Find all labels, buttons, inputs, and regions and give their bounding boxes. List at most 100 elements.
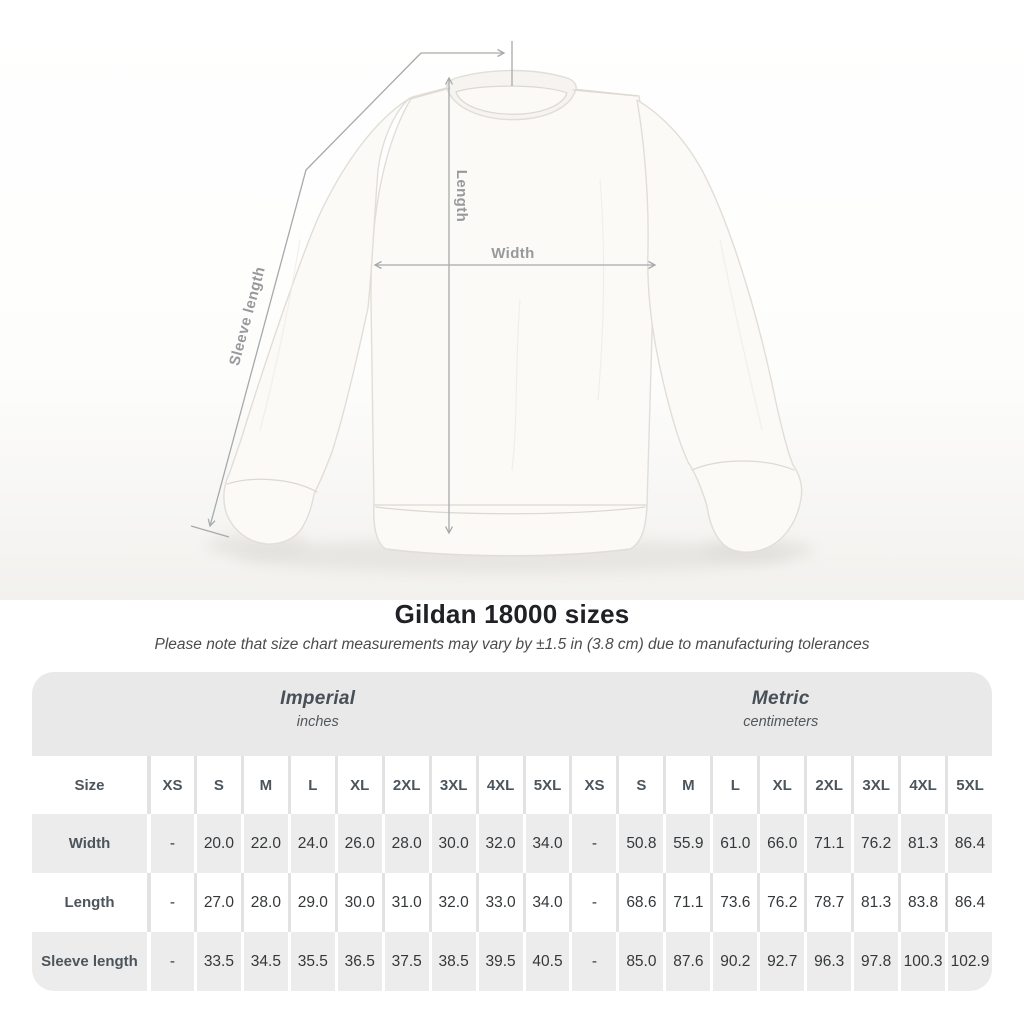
value-cell: 28.0 xyxy=(381,814,429,873)
value-cell: 30.0 xyxy=(428,814,476,873)
value-cell: 73.6 xyxy=(710,873,757,932)
value-cell: 35.5 xyxy=(287,932,335,991)
page-title: Gildan 18000 sizes xyxy=(394,599,630,629)
measurement-lines xyxy=(190,41,657,538)
value-cell: 24.0 xyxy=(287,814,335,873)
value-cell: 102.9 xyxy=(945,932,992,991)
value-cell: 90.2 xyxy=(710,932,757,991)
size-header-cell: 4XL xyxy=(898,756,945,814)
width-label: Width xyxy=(491,245,535,262)
sweatshirt-measurement-diagram: Length Width Sleeve length xyxy=(0,0,1024,600)
value-cell: 76.2 xyxy=(851,814,898,873)
size-header-cell: 5XL xyxy=(945,756,992,814)
value-cell: 37.5 xyxy=(381,932,429,991)
value-cell: - xyxy=(569,873,616,932)
tolerance-note: Please note that size chart measurements… xyxy=(154,636,870,653)
value-cell: 22.0 xyxy=(240,814,288,873)
size-grid: Size XS S M L XL 2XL 3XL 4XL 5XL XS S M L XL 2XL 3XL 4XL 5… xyxy=(32,756,992,991)
value-cell: 81.3 xyxy=(851,873,898,932)
row-label-cell: Length xyxy=(64,894,115,911)
value-cell: 87.6 xyxy=(663,932,710,991)
value-cell: 85.0 xyxy=(616,932,663,991)
value-cell: 40.5 xyxy=(522,932,570,991)
size-header-cell: S xyxy=(616,756,663,814)
value-cell: 28.0 xyxy=(240,873,288,932)
sweatshirt-illustration xyxy=(223,69,803,557)
value-cell: 61.0 xyxy=(710,814,757,873)
value-cell: 86.4 xyxy=(945,873,992,932)
size-header-row: Size XS S M L XL 2XL 3XL 4XL 5XL XS S M L XL 2XL 3XL 4XL 5… xyxy=(32,756,992,814)
right-sleeve xyxy=(636,99,803,553)
value-cell: - xyxy=(569,932,616,991)
sweatshirt-body xyxy=(370,78,654,557)
value-cell: 66.0 xyxy=(757,814,804,873)
value-cell: - xyxy=(147,873,194,932)
value-cell: 92.7 xyxy=(757,932,804,991)
value-cell: 26.0 xyxy=(334,814,382,873)
row-label-cell: Size xyxy=(74,776,105,794)
unit-band: Imperial inches Metric centimeters xyxy=(32,672,992,756)
imperial-group: Imperial inches xyxy=(32,672,570,756)
value-cell: 71.1 xyxy=(804,814,851,873)
value-cell: 81.3 xyxy=(898,814,945,873)
table-row: Width -20.0 22.0 24.0 26.0 28.0 30.0 32.0 34.0-5… xyxy=(32,814,992,873)
value-cell: 38.5 xyxy=(428,932,476,991)
size-header-cell: 2XL xyxy=(381,756,429,814)
size-header-cell: 4XL xyxy=(475,756,523,814)
size-header-cell: L xyxy=(710,756,757,814)
left-sleeve xyxy=(223,97,411,545)
size-header-cell: 2XL xyxy=(804,756,851,814)
size-header-cell: XL xyxy=(757,756,804,814)
value-cell: 97.8 xyxy=(851,932,898,991)
size-header-cell: XS xyxy=(147,756,194,814)
table-row: Length -27.0 28.0 29.0 30.0 31.0 32.0 33.0 34.0-… xyxy=(32,873,992,932)
value-cell: 50.8 xyxy=(616,814,663,873)
length-label: Length xyxy=(453,170,470,222)
value-cell: 39.5 xyxy=(475,932,523,991)
value-cell: 78.7 xyxy=(804,873,851,932)
size-header-cell: 3XL xyxy=(851,756,898,814)
value-cell: 29.0 xyxy=(287,873,335,932)
value-cell: 34.0 xyxy=(522,814,570,873)
sleeve-measure-line xyxy=(207,52,422,528)
value-cell: 96.3 xyxy=(804,932,851,991)
row-label-cell: Sleeve length xyxy=(41,953,138,970)
size-header-cell: L xyxy=(287,756,335,814)
imperial-group-label: Imperial xyxy=(280,688,356,709)
size-header-cell: M xyxy=(663,756,710,814)
size-header-cell: XL xyxy=(334,756,382,814)
size-header-cell: M xyxy=(240,756,288,814)
size-header-cell: XS xyxy=(569,756,616,814)
size-table: Imperial inches Metric centimeters Size X… xyxy=(32,672,992,991)
metric-group-sublabel: centimeters xyxy=(743,714,819,730)
value-cell: - xyxy=(569,814,616,873)
value-cell: 36.5 xyxy=(334,932,382,991)
value-cell: 100.3 xyxy=(898,932,945,991)
table-row: Sleeve length -33.5 34.5 35.5 36.5 37.5 38.5 39… xyxy=(32,932,992,991)
value-cell: 68.6 xyxy=(616,873,663,932)
value-cell: 30.0 xyxy=(334,873,382,932)
value-cell: 20.0 xyxy=(193,814,241,873)
value-cell: - xyxy=(147,814,194,873)
value-cell: 83.8 xyxy=(898,873,945,932)
size-header-cell: 5XL xyxy=(522,756,570,814)
metric-group: Metric centimeters xyxy=(570,672,993,756)
imperial-group-sublabel: inches xyxy=(296,714,339,730)
row-label-cell: Width xyxy=(68,835,111,852)
value-cell: 34.0 xyxy=(522,873,570,932)
value-cell: 31.0 xyxy=(381,873,429,932)
cuff-tick xyxy=(190,525,230,538)
value-cell: 76.2 xyxy=(757,873,804,932)
value-cell: 27.0 xyxy=(193,873,241,932)
size-header-cell: S xyxy=(193,756,241,814)
value-cell: 55.9 xyxy=(663,814,710,873)
value-cell: 33.5 xyxy=(193,932,241,991)
size-header-cell: 3XL xyxy=(428,756,476,814)
value-cell: 86.4 xyxy=(945,814,992,873)
hem-band xyxy=(373,504,648,557)
value-cell: 71.1 xyxy=(663,873,710,932)
value-cell: 33.0 xyxy=(475,873,523,932)
value-cell: 32.0 xyxy=(428,873,476,932)
value-cell: 32.0 xyxy=(475,814,523,873)
